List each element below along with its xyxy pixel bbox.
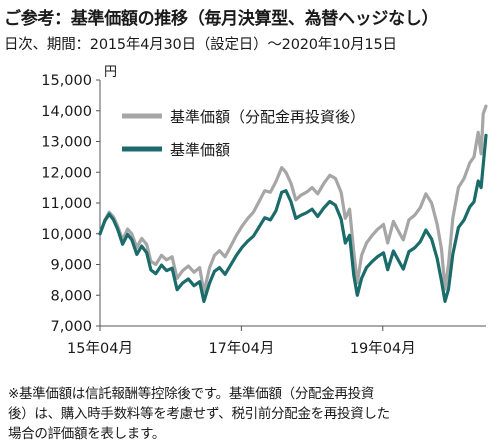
- series-line-reinvested: [98, 104, 488, 294]
- x-axis: 15年04月 17年04月 19年04月: [67, 325, 486, 357]
- footnote-line-1: ※基準価額は信託報酬等控除後です。基準価額（分配金再投資: [8, 386, 375, 402]
- y-tick-label: 8,000: [50, 288, 92, 304]
- x-tick-label: 15年04月: [67, 340, 133, 357]
- y-axis-unit: 円: [104, 65, 118, 80]
- footnote-line-3: 場合の評価額を表します。: [8, 426, 166, 442]
- y-tick-label: 13,000: [41, 135, 92, 151]
- series-line-nav: [98, 133, 488, 303]
- legend-label-nav: 基準価額: [170, 141, 230, 159]
- footnote-line-2: 後）は、購入時手数料等を考慮せず、税引前分配金を再投資した: [8, 406, 390, 422]
- period-subtitle: 日次、期間：2015年4月30日（設定日）～2020年10月15日: [4, 37, 397, 53]
- x-tick-label: 19年04月: [350, 340, 416, 357]
- y-tick-label: 14,000: [41, 104, 92, 120]
- x-tick-label: 17年04月: [208, 340, 274, 357]
- y-tick-label: 7,000: [50, 319, 92, 335]
- chart-title: ご参考：基準価額の推移（毎月決算型、為替ヘッジなし）: [4, 9, 439, 29]
- y-tick-label: 11,000: [41, 196, 92, 212]
- y-tick-label: 12,000: [41, 165, 92, 181]
- y-axis: 7,000 8,000 9,000 10,000 11,000 12,000 13,000 1…: [41, 73, 101, 335]
- y-tick-label: 9,000: [50, 258, 92, 274]
- footnote: ※基準価額は信託報酬等控除後です。基準価額（分配金再投資 後）は、購入時手数料等…: [8, 384, 502, 444]
- legend: 基準価額（分配金再投資後） 基準価額: [122, 108, 365, 159]
- y-tick-label: 10,000: [41, 227, 92, 243]
- series-lines: [98, 104, 488, 303]
- nav-line-chart: 7,000 8,000 9,000 10,000 11,000 12,000 13,000 1…: [41, 73, 488, 357]
- legend-label-reinvested: 基準価額（分配金再投資後）: [170, 108, 365, 126]
- y-tick-label: 15,000: [41, 73, 92, 89]
